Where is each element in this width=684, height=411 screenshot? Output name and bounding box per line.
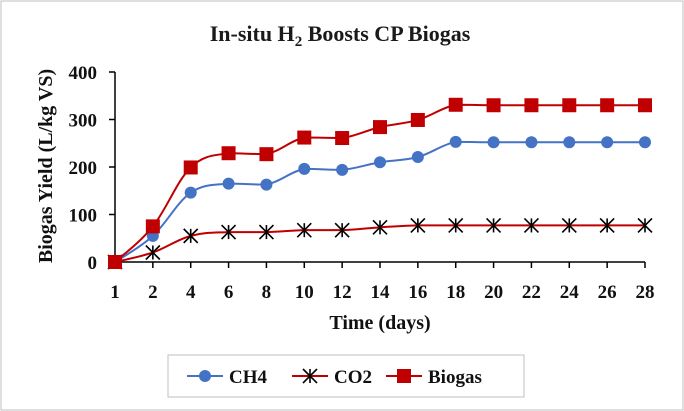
legend-label-co2: CO2	[334, 367, 372, 388]
y-tick-label: 100	[69, 206, 98, 227]
y-tick-label: 300	[69, 111, 98, 132]
y-tick-label: 0	[88, 253, 98, 274]
chart-title: In-situ H2 Boosts CP Biogas	[210, 21, 471, 50]
data-point-ch4	[639, 136, 651, 149]
data-point-co2	[372, 219, 388, 235]
y-tick-label: 200	[69, 158, 98, 179]
data-point-co2	[486, 217, 502, 233]
legend-label-biogas: Biogas	[428, 367, 482, 388]
data-point-ch4	[336, 163, 349, 176]
y-axis-title: Biogas Yield (L/kg VS)	[35, 69, 57, 263]
data-point-ch4	[374, 156, 386, 169]
legend-marker-ch4	[199, 370, 211, 382]
data-point-co2	[410, 217, 426, 233]
chart-title-rest: Boosts CP Biogas	[302, 21, 471, 46]
x-tick-label: 16	[408, 282, 427, 303]
data-point-biogas	[297, 130, 312, 145]
data-point-co2	[221, 224, 237, 240]
data-point-ch4	[563, 136, 576, 149]
data-point-ch4	[411, 151, 424, 164]
x-tick-label: 10	[295, 282, 314, 303]
x-tick-label: 28	[636, 282, 655, 303]
data-point-biogas	[259, 147, 274, 162]
x-tick-label: 20	[484, 282, 503, 303]
data-point-co2	[561, 217, 577, 233]
data-point-co2	[334, 222, 350, 238]
data-point-biogas	[108, 255, 122, 269]
y-tick-label: 400	[69, 63, 98, 84]
data-point-biogas	[410, 112, 425, 127]
data-point-ch4	[298, 162, 311, 175]
x-tick-label: 4	[186, 282, 196, 303]
data-point-biogas	[448, 97, 463, 112]
data-point-ch4	[260, 178, 273, 191]
legend-marker-biogas	[397, 369, 411, 383]
data-point-biogas	[486, 98, 501, 113]
legend-box	[167, 354, 525, 398]
x-axis-title: Time (days)	[329, 312, 430, 334]
data-point-ch4	[601, 136, 614, 149]
data-point-biogas	[183, 160, 198, 175]
data-point-ch4	[449, 135, 462, 148]
data-point-biogas	[335, 131, 350, 146]
data-point-biogas	[373, 120, 387, 135]
chart-title-subscript: 2	[295, 34, 303, 50]
chart-title-main: In-situ H	[210, 21, 295, 46]
data-point-biogas	[145, 219, 160, 234]
x-tick-label: 26	[598, 282, 617, 303]
data-point-ch4	[184, 186, 197, 199]
x-tick-label: 14	[371, 282, 391, 303]
data-point-co2	[637, 217, 653, 233]
x-tick-label: 1	[110, 282, 120, 303]
legend: CH4 CO2 Biogas	[167, 354, 525, 398]
data-point-biogas	[600, 98, 615, 113]
data-point-biogas	[221, 146, 236, 161]
data-point-biogas	[524, 98, 539, 113]
data-point-co2	[448, 217, 464, 233]
x-tick-label: 12	[333, 282, 352, 303]
x-tick-label: 24	[560, 282, 580, 303]
data-point-co2	[523, 217, 539, 233]
data-point-co2	[296, 222, 312, 238]
data-point-co2	[183, 228, 199, 244]
legend-marker-co2	[302, 368, 318, 384]
x-tick-label: 8	[262, 282, 272, 303]
x-tick-label: 18	[446, 282, 465, 303]
x-tick-label: 6	[224, 282, 234, 303]
data-point-biogas	[562, 98, 577, 113]
x-tick-label: 22	[522, 282, 541, 303]
legend-label-ch4: CH4	[229, 367, 268, 388]
data-point-ch4	[487, 136, 500, 149]
data-point-co2	[599, 217, 615, 233]
data-point-co2	[145, 244, 161, 261]
data-point-ch4	[525, 136, 538, 149]
data-point-biogas	[638, 98, 652, 113]
data-point-ch4	[222, 177, 235, 190]
data-point-co2	[258, 224, 274, 240]
x-tick-label: 2	[148, 282, 158, 303]
